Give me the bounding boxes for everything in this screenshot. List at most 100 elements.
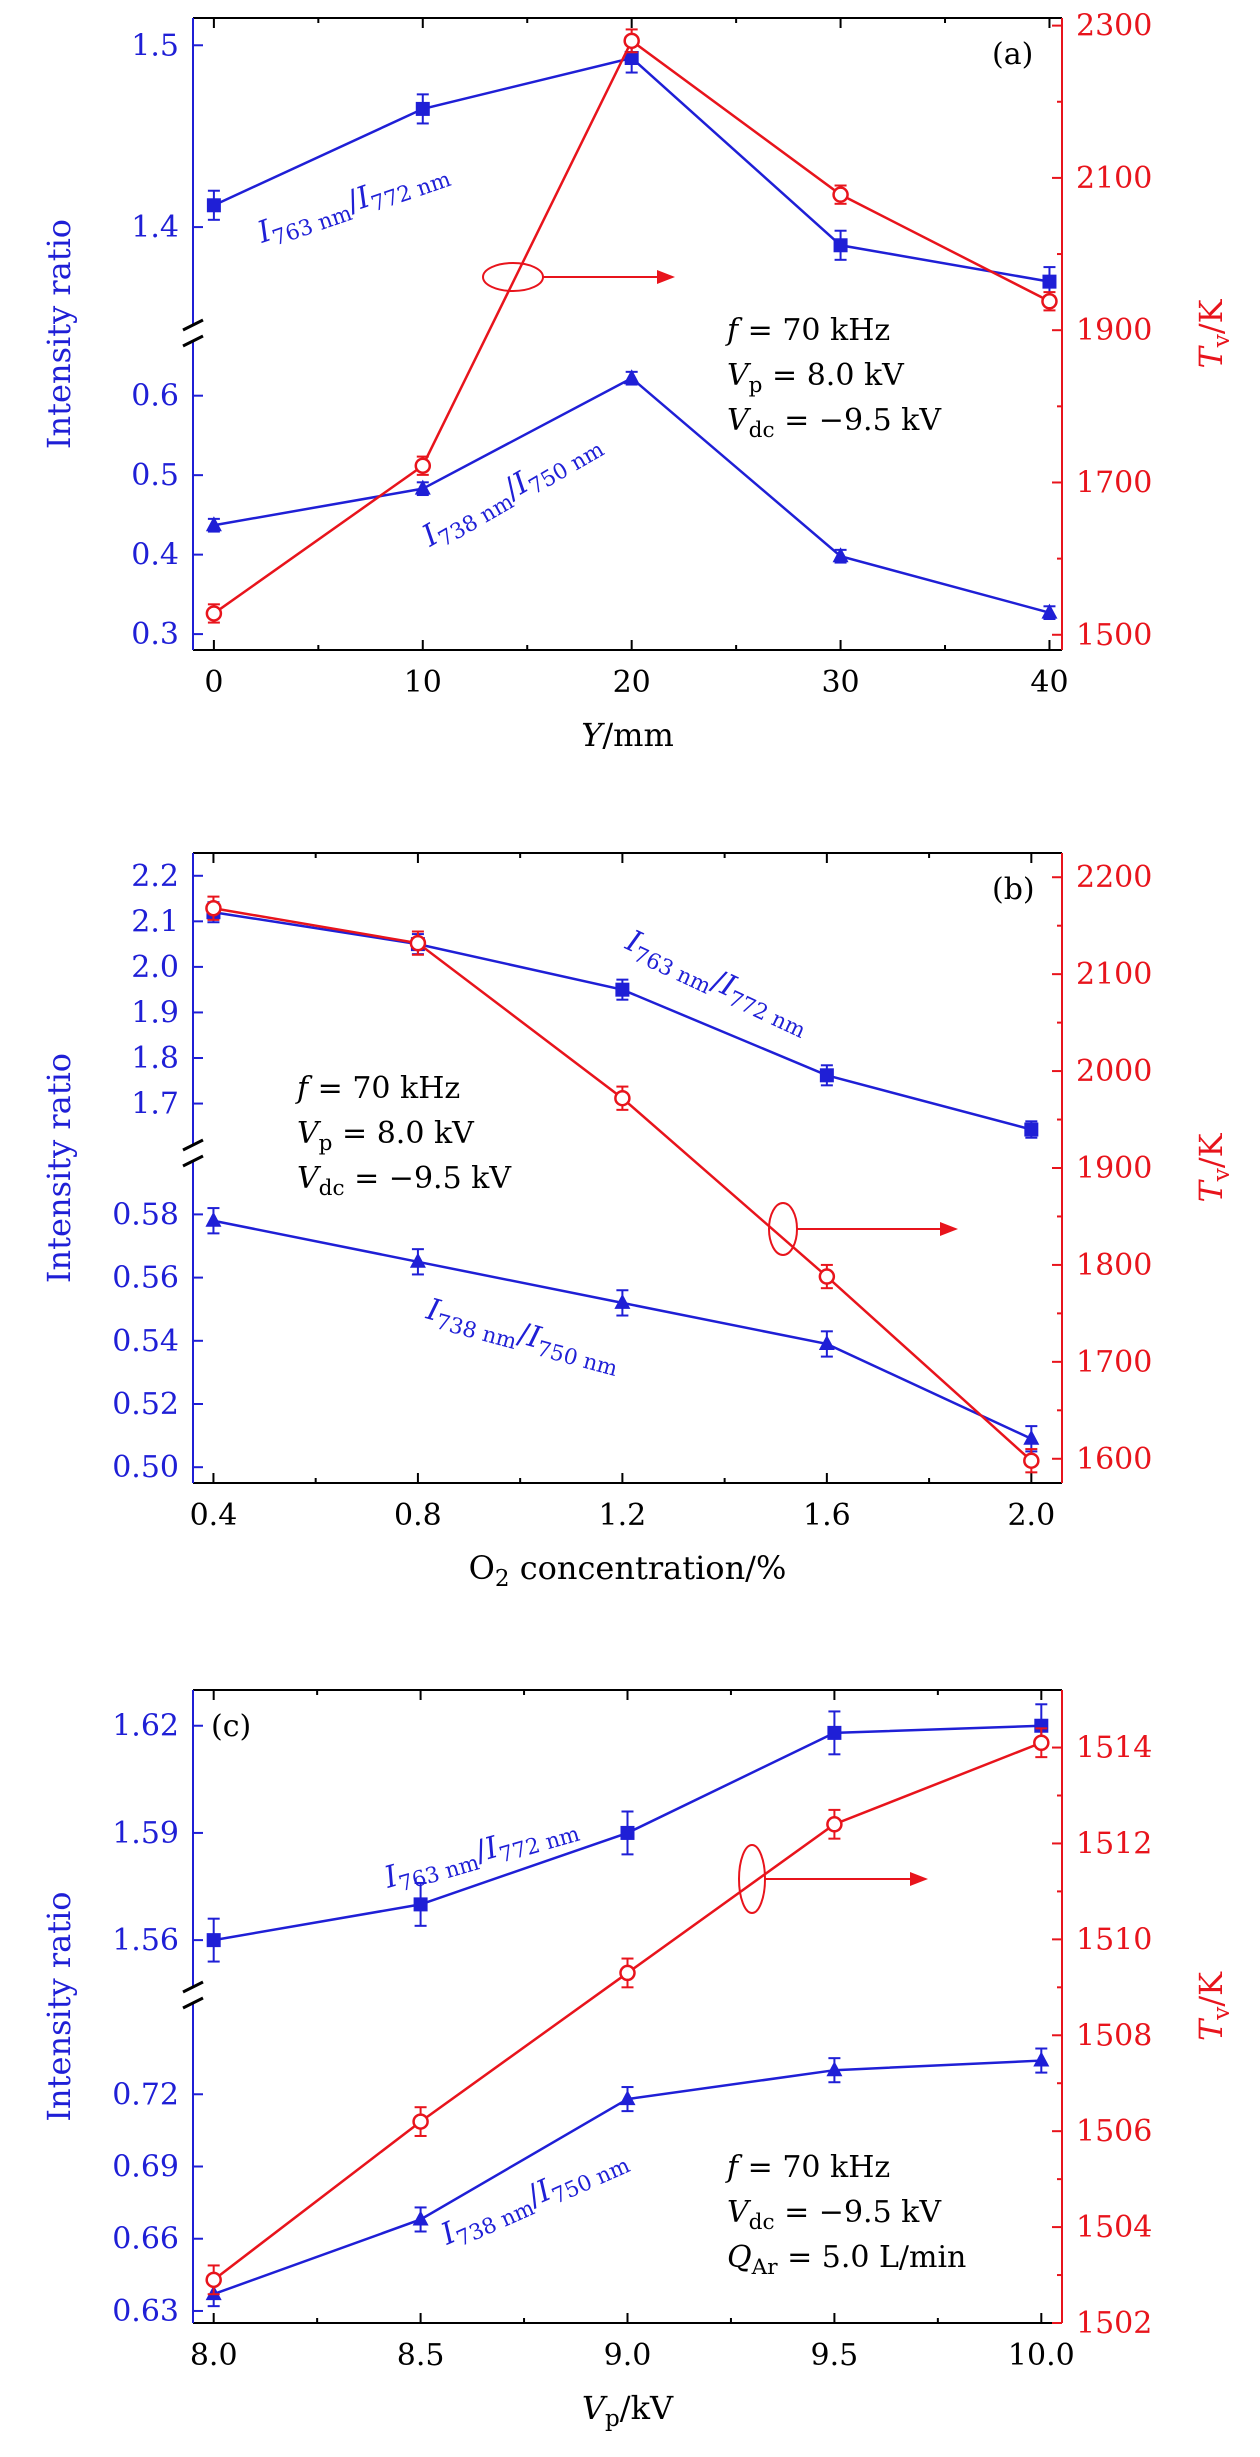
axis-break-mark — [182, 334, 204, 348]
data-point — [205, 2271, 222, 2289]
data-point — [206, 1933, 221, 1948]
x-tick-label: 9.5 — [811, 2338, 859, 2373]
data-point — [619, 2090, 636, 2106]
data-point — [414, 457, 432, 474]
parameter-label: f = 70 kHz — [725, 2150, 890, 2185]
data-point — [205, 605, 223, 622]
data-point — [1023, 1452, 1040, 1469]
data-point — [409, 1252, 426, 1268]
chart-panel-1: 0 10 20 30 40 1.4 1.5 0.3 0.4 0.5 0.6 1500 1700 1900 2… — [40, 9, 1235, 754]
data-point — [619, 1964, 636, 1982]
x-tick-label: 9.0 — [604, 2338, 652, 2373]
series-line — [213, 38, 1051, 615]
panel-label: (c) — [211, 1709, 251, 1744]
left-tick-label: 1.59 — [112, 1816, 179, 1851]
data-point — [614, 1293, 631, 1309]
series-tv — [205, 28, 1058, 624]
data-point — [205, 1211, 222, 1227]
ratio-label-738-750: I738 nm/I750 nm — [435, 2139, 634, 2257]
data-point — [1023, 1429, 1040, 1445]
x-axis-title: O2 concentration/% — [469, 1549, 787, 1592]
series-tv — [205, 1727, 1050, 2296]
right-tick-label: 1900 — [1076, 1151, 1152, 1186]
data-point — [833, 238, 848, 253]
series-ratio-738-750 — [205, 2047, 1050, 2308]
left-tick-label: 2.2 — [131, 859, 179, 894]
x-axis-title: Y/mm — [581, 716, 674, 754]
arrow-head — [910, 1872, 928, 1886]
parameter-label: Vdc = −9.5 kV — [727, 403, 942, 443]
left-tick-label: 0.52 — [112, 1387, 179, 1422]
left-tick-label: 2.0 — [131, 950, 179, 985]
data-point — [409, 934, 427, 952]
arrow-head — [940, 1222, 958, 1236]
y-axis-right-title: Tv/K — [1192, 1132, 1235, 1202]
series-ratio-763-772 — [206, 1703, 1049, 1963]
left-tick-label: 1.62 — [112, 1709, 179, 1744]
series-indicator-ellipse — [482, 262, 544, 292]
series-tv — [205, 895, 1040, 1474]
right-tick-label: 1512 — [1076, 1826, 1152, 1861]
series-ratio-738-750 — [205, 369, 1058, 621]
data-point — [623, 32, 640, 50]
parameter-label: Vp = 8.0 kV — [727, 358, 905, 398]
y-axis-right-title: Tv/K — [1192, 298, 1235, 368]
data-point — [1033, 1734, 1050, 1751]
ratio-label-738-750: I738 nm/I750 nm — [416, 424, 609, 559]
left-tick-label: 0.63 — [112, 2294, 179, 2329]
axis-break-mark — [182, 1980, 204, 1994]
series-indicator-ellipse — [738, 1844, 766, 1914]
right-tick-label: 1506 — [1076, 2114, 1152, 2149]
ratio-label-763-772: I763 nm/I772 nm — [380, 1807, 583, 1901]
left-tick-label: 0.58 — [112, 1197, 179, 1232]
data-point — [412, 2210, 429, 2226]
panel-label: (b) — [992, 872, 1035, 907]
data-point — [615, 982, 630, 997]
panel-label: (a) — [992, 37, 1033, 72]
axis-break-mark — [182, 1138, 204, 1152]
data-point — [413, 1897, 428, 1912]
data-point — [620, 1825, 635, 1840]
parameter-label: f = 70 kHz — [725, 313, 890, 348]
parameter-label: f = 70 kHz — [295, 1071, 460, 1106]
x-axis-title: Vp/kV — [582, 2389, 674, 2432]
parameter-label: Vp = 8.0 kV — [297, 1116, 475, 1156]
data-point — [414, 479, 431, 495]
right-tick-label: 1700 — [1076, 1345, 1152, 1380]
data-point — [415, 101, 430, 116]
x-tick-label: 30 — [821, 665, 859, 700]
right-tick-label: 1900 — [1076, 313, 1152, 348]
data-point — [827, 1725, 842, 1740]
left-tick-label: 2.1 — [131, 904, 179, 939]
left-tick-label: 0.50 — [112, 1450, 179, 1485]
left-tick-label: 1.5 — [131, 28, 179, 63]
ratio-label-763-772: I763 nm/I772 nm — [252, 153, 454, 256]
axis-break-mark — [182, 318, 204, 332]
y-axis-left-title: Intensity ratio — [40, 1053, 78, 1283]
x-tick-label: 0.4 — [190, 1498, 238, 1533]
data-point — [826, 1816, 843, 1833]
x-tick-label: 8.0 — [190, 2338, 238, 2373]
axis-break-mark — [182, 1154, 204, 1168]
right-tick-label: 1514 — [1076, 1731, 1152, 1766]
left-tick-label: 0.72 — [112, 2077, 179, 2112]
data-point — [205, 516, 222, 532]
right-tick-label: 1508 — [1076, 2018, 1152, 2053]
data-point — [412, 2113, 429, 2130]
data-point — [1024, 1122, 1039, 1137]
series-line — [213, 1219, 1032, 1440]
x-tick-label: 0 — [204, 665, 223, 700]
data-point — [624, 51, 639, 65]
right-tick-label: 2100 — [1076, 957, 1152, 992]
series-line — [213, 56, 1050, 283]
right-tick-label: 2100 — [1076, 161, 1152, 196]
data-point — [826, 2061, 843, 2077]
data-point — [818, 1334, 835, 1350]
left-tick-label: 1.8 — [131, 1041, 179, 1076]
data-point — [1042, 274, 1057, 289]
data-point — [205, 899, 222, 917]
data-point — [818, 1268, 836, 1285]
y-axis-right-title: Tv/K — [1192, 1971, 1235, 2041]
axis-break-mark — [182, 1996, 204, 2010]
